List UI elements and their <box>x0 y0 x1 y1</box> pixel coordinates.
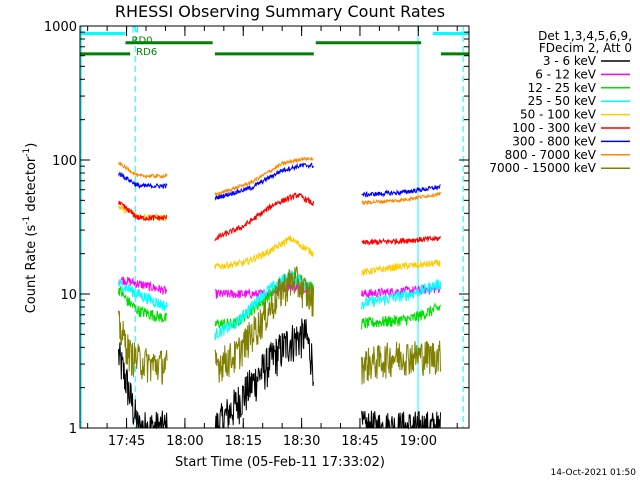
series-7-segment-2 <box>214 162 314 201</box>
plot-frame <box>79 25 470 429</box>
series-4-segment-2 <box>214 270 314 341</box>
axes: 1 10 100 1000 17:45 18:00 18:15 18:30 18:45 19:00 <box>44 20 470 449</box>
legend-header-fdecim: FDecim 2, Att 0 <box>539 41 632 55</box>
y-axis-label: Count Rate (s-1 detector-1) <box>22 143 39 314</box>
series-3-segment-3 <box>361 302 441 330</box>
legend-label-8: 800 - 7000 keV <box>505 148 597 162</box>
series-6-segment-2 <box>214 192 314 242</box>
legend-label-9: 7000 - 15000 keV <box>489 161 596 175</box>
chart-title: RHESSI Observing Summary Count Rates <box>115 2 445 21</box>
x-tick-label-1815: 18:15 <box>225 434 262 449</box>
legend-label-5: 50 - 100 keV <box>520 108 597 122</box>
series-4-segment-1 <box>118 279 168 312</box>
series-1-segment-2 <box>214 318 314 429</box>
y-tick-label-10: 10 <box>60 288 77 303</box>
series-3-segment-1 <box>118 286 168 323</box>
legend-header-detectors: Det 1,3,4,5,6,9, <box>538 29 632 43</box>
annotation-label-rd0: RD0 <box>132 36 153 47</box>
x-tick-label-1745: 17:45 <box>108 434 145 449</box>
y-tick-label-1000: 1000 <box>44 20 77 35</box>
series-8-segment-2 <box>214 156 314 197</box>
y-tick-label-100: 100 <box>52 154 77 169</box>
series-6-segment-1 <box>118 200 168 223</box>
y-tick-label-1: 1 <box>69 422 77 437</box>
series-9-segment-3 <box>361 340 441 385</box>
series-1-segment-1 <box>118 342 168 430</box>
legend-label-2: 6 - 12 keV <box>535 67 597 81</box>
series-8-segment-3 <box>361 191 441 206</box>
legend-label-3: 12 - 25 keV <box>528 81 597 95</box>
series-5-segment-2 <box>214 235 314 271</box>
series-8-segment-1 <box>118 161 168 180</box>
x-tick-label-1845: 18:45 <box>341 434 378 449</box>
series-9-segment-2 <box>214 266 314 383</box>
legend-label-1: 3 - 6 keV <box>543 54 597 68</box>
series-7-segment-3 <box>361 184 441 198</box>
series-5-segment-3 <box>361 259 441 276</box>
series-6-segment-3 <box>361 235 441 246</box>
x-tick-label-1800: 18:00 <box>166 434 203 449</box>
legend-label-6: 100 - 300 keV <box>512 121 596 135</box>
series-9-segment-1 <box>118 310 168 385</box>
x-tick-label-1830: 18:30 <box>283 434 320 449</box>
legend: Det 1,3,4,5,6,9, FDecim 2, Att 0 3 - 6 k… <box>489 29 632 175</box>
footer-date: 14-Oct-2021 01:50 <box>551 468 637 478</box>
x-tick-label-1900: 19:00 <box>400 434 437 449</box>
series-1-segment-3 <box>361 410 441 430</box>
annotation-label-n: N <box>132 24 139 35</box>
series-4-segment-3 <box>361 279 441 310</box>
legend-label-4: 25 - 50 keV <box>528 94 597 108</box>
annotation-label-rd6: RD6 <box>136 47 157 58</box>
series-2-segment-1 <box>118 276 168 295</box>
legend-label-7: 300 - 800 keV <box>512 134 596 148</box>
x-axis-label: Start Time (05-Feb-11 17:33:02) <box>175 455 385 470</box>
series-7-segment-1 <box>118 171 168 190</box>
